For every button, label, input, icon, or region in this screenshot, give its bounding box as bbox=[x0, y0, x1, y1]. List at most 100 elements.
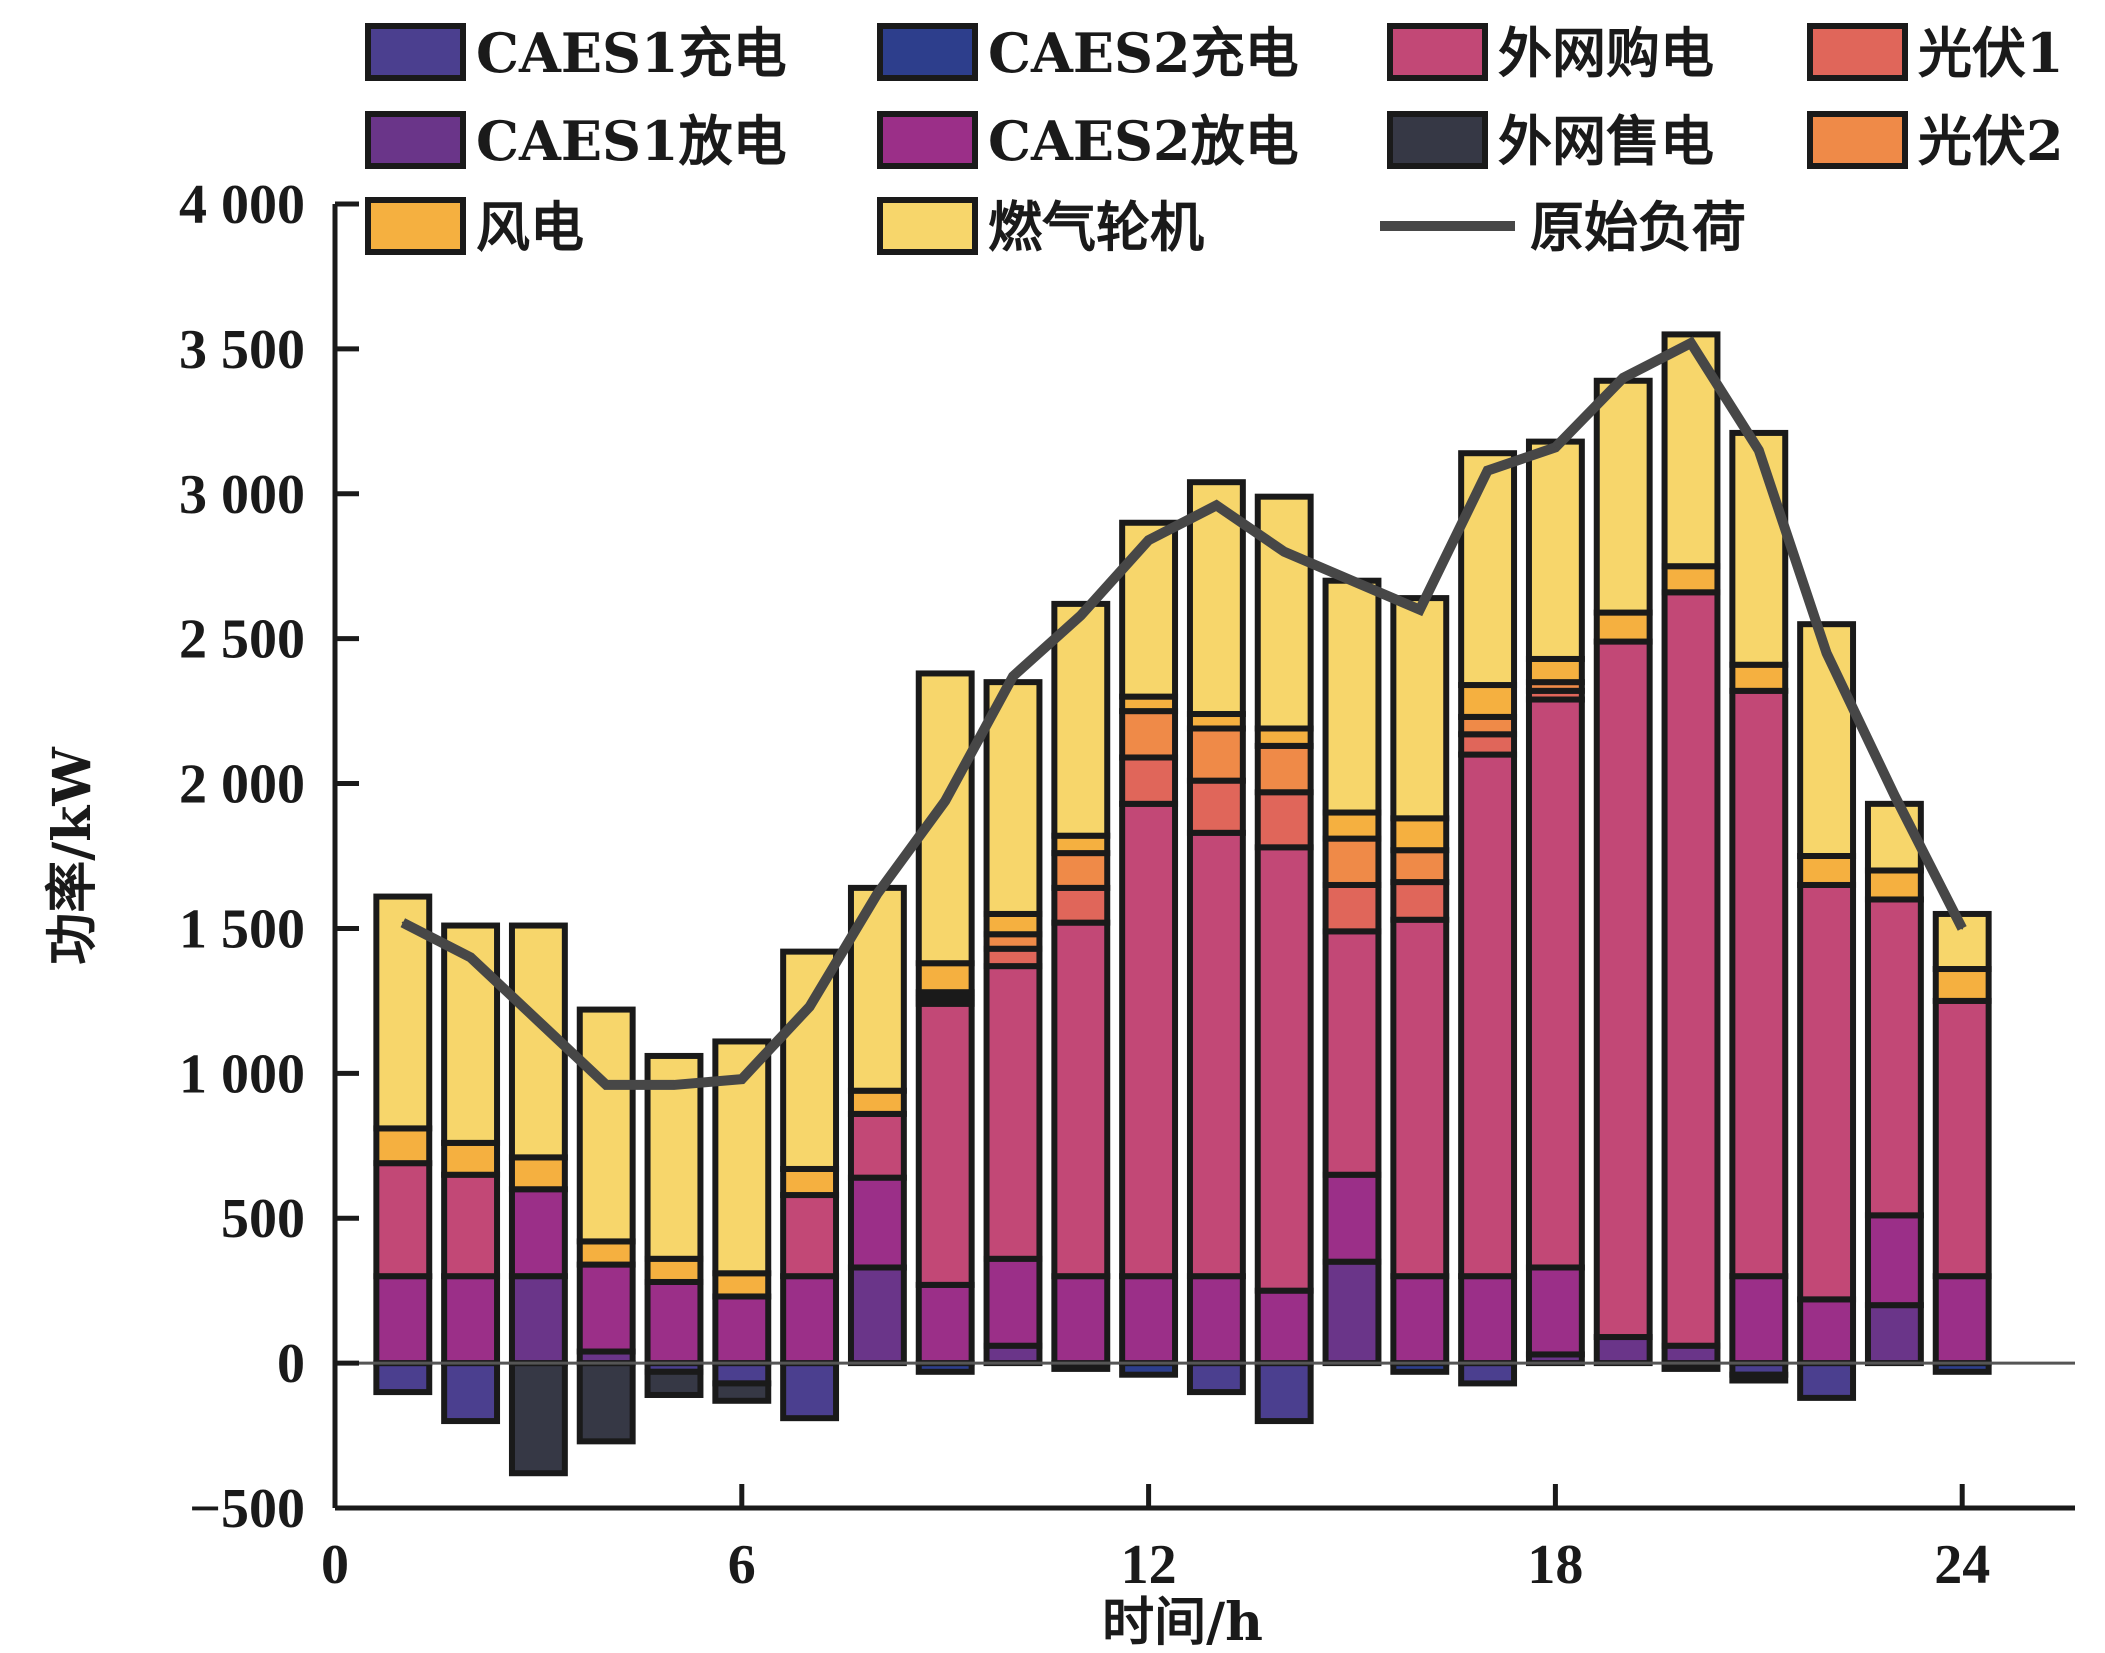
bar-segment-h12-s7 bbox=[1119, 708, 1179, 761]
bar-segment-h24-s8 bbox=[1932, 966, 1992, 1004]
legend-swatch bbox=[1387, 111, 1488, 169]
bar-segment-h4-s2 bbox=[576, 1360, 636, 1445]
legend-item-外网购电: 外网购电 bbox=[1387, 21, 1714, 85]
bar-segment-h2-s5 bbox=[441, 1171, 501, 1280]
load-point-h15 bbox=[1351, 579, 1353, 582]
load-point-h11 bbox=[1079, 614, 1082, 617]
load-point-h3 bbox=[537, 1020, 540, 1023]
bar-segment-h7-s5 bbox=[780, 1192, 840, 1280]
legend-item-燃气轮机: 燃气轮机 bbox=[877, 195, 1204, 259]
legend-swatch bbox=[365, 23, 466, 81]
bar-segment-h8-s4 bbox=[847, 1174, 907, 1271]
bar-segment-h20-s5 bbox=[1661, 589, 1721, 1349]
x-axis-title: 时间/h bbox=[1102, 1592, 1263, 1653]
bar-segment-h22-s0 bbox=[1797, 1360, 1857, 1401]
bar-segment-h8-s3 bbox=[847, 1264, 907, 1367]
bar-segment-h10-s9 bbox=[983, 679, 1043, 917]
bar-segment-h14-s0 bbox=[1254, 1360, 1314, 1425]
y-tick-label-500: 500 bbox=[221, 1188, 305, 1250]
load-point-h8 bbox=[876, 892, 879, 895]
bar-segment-h14-s9 bbox=[1254, 493, 1314, 732]
bar-segment-h17-s5 bbox=[1458, 751, 1518, 1280]
bar-segment-h7-s9 bbox=[780, 948, 840, 1172]
bar-segment-h14-s7 bbox=[1254, 742, 1314, 796]
legend-swatch bbox=[877, 23, 978, 81]
legend-item-原始负荷: 原始负荷 bbox=[1380, 195, 1746, 259]
bar-segment-h16-s8 bbox=[1390, 815, 1450, 854]
legend-label: 外网售电 bbox=[1498, 109, 1714, 173]
legend-item-外网售电: 外网售电 bbox=[1387, 109, 1714, 173]
y-tick-label-4000: 4 000 bbox=[179, 174, 305, 236]
bar-segment-h22-s9 bbox=[1797, 621, 1857, 860]
bar-segment-h17-s9 bbox=[1458, 450, 1518, 689]
bar-segment-h15-s5 bbox=[1322, 928, 1382, 1178]
legend-item-CAES1放电: CAES1放电 bbox=[365, 109, 787, 173]
bar-segment-h7-s0 bbox=[780, 1360, 840, 1422]
load-point-h2 bbox=[469, 956, 472, 959]
legend-label: 燃气轮机 bbox=[988, 195, 1204, 259]
bar-segment-h11-s7 bbox=[1051, 850, 1111, 891]
bar-segment-h16-s9 bbox=[1390, 595, 1450, 822]
bar-segment-h3-s8 bbox=[508, 1154, 568, 1193]
bar-segment-h6-s8 bbox=[712, 1270, 772, 1300]
bar-segment-h1-s5 bbox=[373, 1160, 433, 1280]
bar-segment-h15-s3 bbox=[1322, 1258, 1382, 1367]
legend-item-风电: 风电 bbox=[365, 195, 584, 259]
load-point-h6 bbox=[740, 1078, 743, 1081]
bar-segment-h14-s6 bbox=[1254, 789, 1314, 851]
y-tick-label--500: −500 bbox=[189, 1478, 305, 1540]
bar-segment-h21-s8 bbox=[1729, 661, 1789, 694]
bar-segment-h6-s4 bbox=[712, 1293, 772, 1367]
bar-segment-h9-s8 bbox=[915, 960, 975, 996]
bar-segment-h17-s8 bbox=[1458, 682, 1518, 720]
bar-segment-h7-s4 bbox=[780, 1273, 840, 1367]
legend-swatch bbox=[1387, 23, 1488, 81]
x-tick-label-0: 0 bbox=[321, 1534, 349, 1596]
bar-segment-h3-s4 bbox=[508, 1186, 568, 1280]
x-tick-label-6: 6 bbox=[728, 1534, 756, 1596]
bar-segment-h24-s4 bbox=[1932, 1273, 1992, 1367]
bar-segment-h4-s4 bbox=[576, 1261, 636, 1355]
bar-segment-h23-s4 bbox=[1864, 1212, 1924, 1309]
bar-segment-h12-s5 bbox=[1119, 800, 1179, 1280]
bar-segment-h16-s5 bbox=[1390, 916, 1450, 1280]
legend-label: CAES1充电 bbox=[476, 21, 787, 85]
load-point-h14 bbox=[1283, 550, 1286, 553]
bar-segment-h13-s7 bbox=[1186, 725, 1246, 784]
bar-segment-h14-s5 bbox=[1254, 844, 1314, 1294]
bar-segment-h9-s4 bbox=[915, 1281, 975, 1367]
x-tick-label-12: 12 bbox=[1121, 1534, 1177, 1596]
legend-label: 外网购电 bbox=[1498, 21, 1714, 85]
y-tick-label-1000: 1 000 bbox=[179, 1043, 305, 1105]
load-point-h20 bbox=[1690, 342, 1692, 345]
load-point-h4 bbox=[605, 1083, 608, 1086]
load-line-layer bbox=[400, 336, 1967, 1090]
bar-segment-h21-s1 bbox=[1729, 1371, 1789, 1384]
bar-segment-h1-s4 bbox=[373, 1273, 433, 1367]
legend-swatch bbox=[1807, 23, 1908, 81]
bar-segment-h11-s5 bbox=[1051, 919, 1111, 1280]
legend-label: 光伏2 bbox=[1918, 109, 2064, 173]
legend-swatch bbox=[877, 197, 978, 255]
bar-segment-h16-s4 bbox=[1390, 1273, 1450, 1367]
legend-item-光伏1: 光伏1 bbox=[1807, 21, 2064, 85]
legend-swatch bbox=[365, 197, 466, 255]
load-point-h9 bbox=[944, 799, 947, 802]
legend-label: CAES2放电 bbox=[988, 109, 1299, 173]
bar-segment-h15-s7 bbox=[1322, 835, 1382, 888]
load-point-h21 bbox=[1757, 449, 1760, 452]
bar-segment-h19-s8 bbox=[1593, 609, 1653, 645]
load-point-h24 bbox=[1961, 927, 1964, 930]
legend-swatch bbox=[877, 111, 978, 169]
bar-segment-h12-s9 bbox=[1119, 519, 1179, 700]
bar-segment-h18-s4 bbox=[1525, 1264, 1585, 1358]
bar-segment-h19-s9 bbox=[1593, 377, 1653, 616]
y-tick-label-3000: 3 000 bbox=[179, 464, 305, 526]
load-point-h23 bbox=[1893, 794, 1896, 797]
bar-segment-h4-s8 bbox=[576, 1238, 636, 1268]
bar-segment-h2-s4 bbox=[441, 1273, 501, 1367]
load-point-h17 bbox=[1486, 469, 1489, 472]
load-point-h10 bbox=[1012, 675, 1014, 678]
axes-layer: −500 0 500 1 000 1 500 2 000 2 500 3 000 3 500 4 … bbox=[179, 174, 2075, 1596]
